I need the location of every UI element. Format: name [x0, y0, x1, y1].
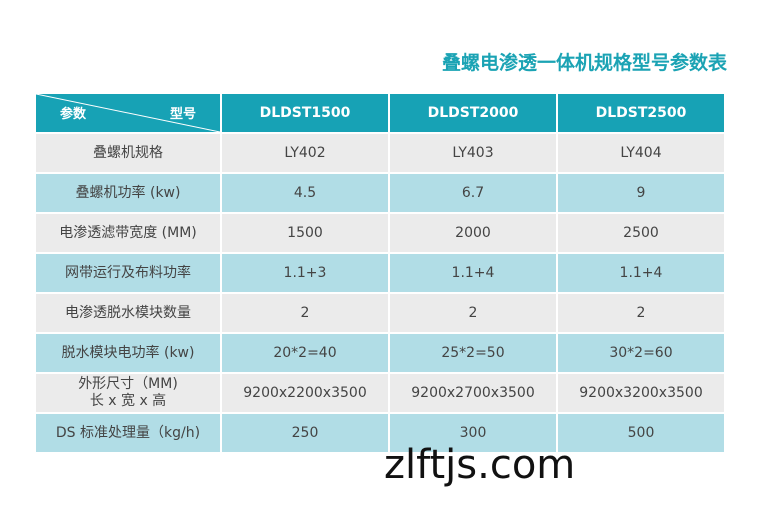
column-header: DLDST1500 — [222, 94, 390, 134]
table-cell: 25*2=50 — [390, 334, 558, 374]
table-cell: 1500 — [222, 214, 390, 254]
watermark: zlftjs.com — [384, 442, 576, 488]
label-line: DS 标准处理量（kg/h) — [55, 424, 201, 441]
corner-cell: 参数 型号 — [36, 94, 222, 134]
row-label: 电渗透脱水模块数量 — [36, 294, 222, 334]
row-label: 脱水模块电功率 (kw) — [36, 334, 222, 374]
table-cell: 1.1+3 — [222, 254, 390, 294]
row-label: 电渗透滤带宽度 (MM) — [36, 214, 222, 254]
label-line: 长 x 宽 x 高 — [89, 393, 167, 409]
title: 叠螺电渗透一体机规格型号参数表 — [441, 52, 727, 74]
label-line: 叠螺机规格 — [93, 144, 163, 161]
label-line: 叠螺机功率 (kw) — [75, 184, 181, 201]
table-cell: 2000 — [390, 214, 558, 254]
table-cell: 2 — [390, 294, 558, 334]
diagonal-line — [36, 94, 220, 132]
label-line: 外形尺寸（MM) — [78, 376, 178, 392]
table-cell: LY402 — [222, 134, 390, 174]
row-label: 叠螺机规格 — [36, 134, 222, 174]
table-cell: 4.5 — [222, 174, 390, 214]
table-cell: 9 — [558, 174, 726, 214]
table-cell: 30*2=60 — [558, 334, 726, 374]
table-cell: LY404 — [558, 134, 726, 174]
table-cell: 2500 — [558, 214, 726, 254]
table-cell: 9200x2700x3500 — [390, 374, 558, 414]
row-label: 外形尺寸（MM) 长 x 宽 x 高 — [36, 374, 222, 414]
table-cell: 2 — [222, 294, 390, 334]
corner-left: 参数 — [60, 107, 87, 122]
corner-right: 型号 — [169, 107, 196, 122]
row-label: 叠螺机功率 (kw) — [36, 174, 222, 214]
table-cell: LY403 — [390, 134, 558, 174]
label-line: 电渗透滤带宽度 (MM) — [59, 224, 197, 241]
table-cell: 500 — [558, 414, 726, 454]
column-header: DLDST2000 — [390, 94, 558, 134]
column-header: DLDST2500 — [558, 94, 726, 134]
table-cell: 20*2=40 — [222, 334, 390, 374]
row-label: DS 标准处理量（kg/h) — [36, 414, 222, 454]
diagonal — [36, 94, 220, 132]
label-line: 电渗透脱水模块数量 — [65, 304, 191, 321]
label-line: 网带运行及布料功率 — [65, 264, 191, 281]
table-cell: 250 — [222, 414, 390, 454]
table-cell: 6.7 — [390, 174, 558, 214]
table-cell: 300 — [390, 414, 558, 454]
table-cell: 2 — [558, 294, 726, 334]
table-cell: 9200x3200x3500 — [558, 374, 726, 414]
table-cell: 9200x2200x3500 — [222, 374, 390, 414]
table-cell: 1.1+4 — [390, 254, 558, 294]
table-cell: 1.1+4 — [558, 254, 726, 294]
row-label: 网带运行及布料功率 — [36, 254, 222, 294]
label-line: 脱水模块电功率 (kw) — [61, 344, 195, 361]
